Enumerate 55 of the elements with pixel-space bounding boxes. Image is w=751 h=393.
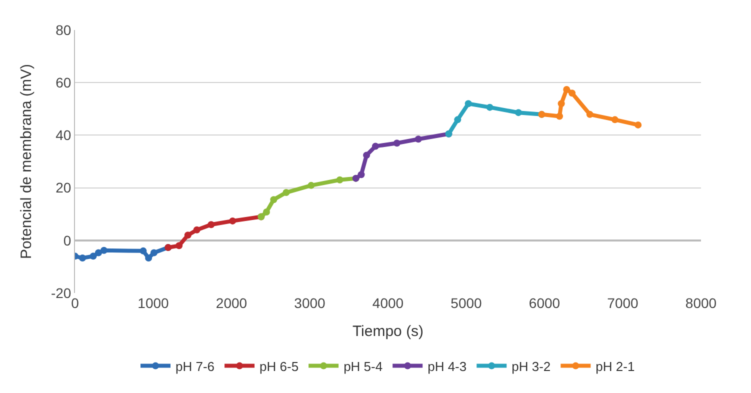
point <box>336 176 344 184</box>
point <box>556 112 564 120</box>
point <box>464 100 472 108</box>
x-tick-label: 3000 <box>294 295 326 311</box>
point <box>229 217 236 224</box>
y-tick-label: 60 <box>56 74 72 90</box>
point <box>176 242 183 250</box>
y-tick-label: 20 <box>56 180 72 196</box>
x-tick-label: 4000 <box>372 295 404 311</box>
point <box>586 110 594 118</box>
x-tick-label: 8000 <box>685 295 717 311</box>
point <box>90 252 97 260</box>
point <box>372 142 379 150</box>
y-tick-label: 80 <box>56 22 72 38</box>
point <box>208 221 215 228</box>
point <box>184 232 192 239</box>
legend-label: pH 6-5 <box>260 358 299 374</box>
point <box>140 247 147 254</box>
x-tick-label: 5000 <box>450 295 482 311</box>
x-tick-label: 6000 <box>528 295 560 311</box>
point <box>563 86 570 93</box>
legend-label: pH 3-2 <box>512 358 551 374</box>
point <box>308 182 315 189</box>
point <box>193 226 200 234</box>
x-tick-label: 1000 <box>138 295 170 311</box>
point <box>634 121 642 128</box>
point <box>94 249 102 256</box>
legend-label: pH 5-4 <box>344 358 383 374</box>
point <box>568 90 576 97</box>
y-tick-label: 40 <box>56 127 72 144</box>
point <box>262 208 270 216</box>
point <box>611 116 618 124</box>
x-tick-label: 7000 <box>607 295 639 311</box>
point <box>558 100 565 108</box>
point <box>486 104 494 111</box>
point <box>150 249 158 256</box>
legend-label: pH 7-6 <box>176 358 215 374</box>
point <box>514 109 522 116</box>
legend-label: pH 2-1 <box>596 358 635 374</box>
point <box>100 246 108 254</box>
point <box>358 171 365 178</box>
point <box>393 140 400 147</box>
x-tick-label: 2000 <box>216 295 248 311</box>
point <box>282 189 290 196</box>
point <box>454 116 462 124</box>
point <box>363 152 370 159</box>
point <box>79 254 86 262</box>
y-axis-title: Potencial de membrana (mV) <box>18 64 36 260</box>
point <box>145 254 152 262</box>
point <box>414 136 422 143</box>
point <box>270 196 278 204</box>
legend-label: pH 4-3 <box>428 358 467 374</box>
y-tick-label: -20 <box>50 284 72 301</box>
y-tick-label: 0 <box>63 232 72 248</box>
x-axis-title: Tiempo (s) <box>352 323 424 340</box>
